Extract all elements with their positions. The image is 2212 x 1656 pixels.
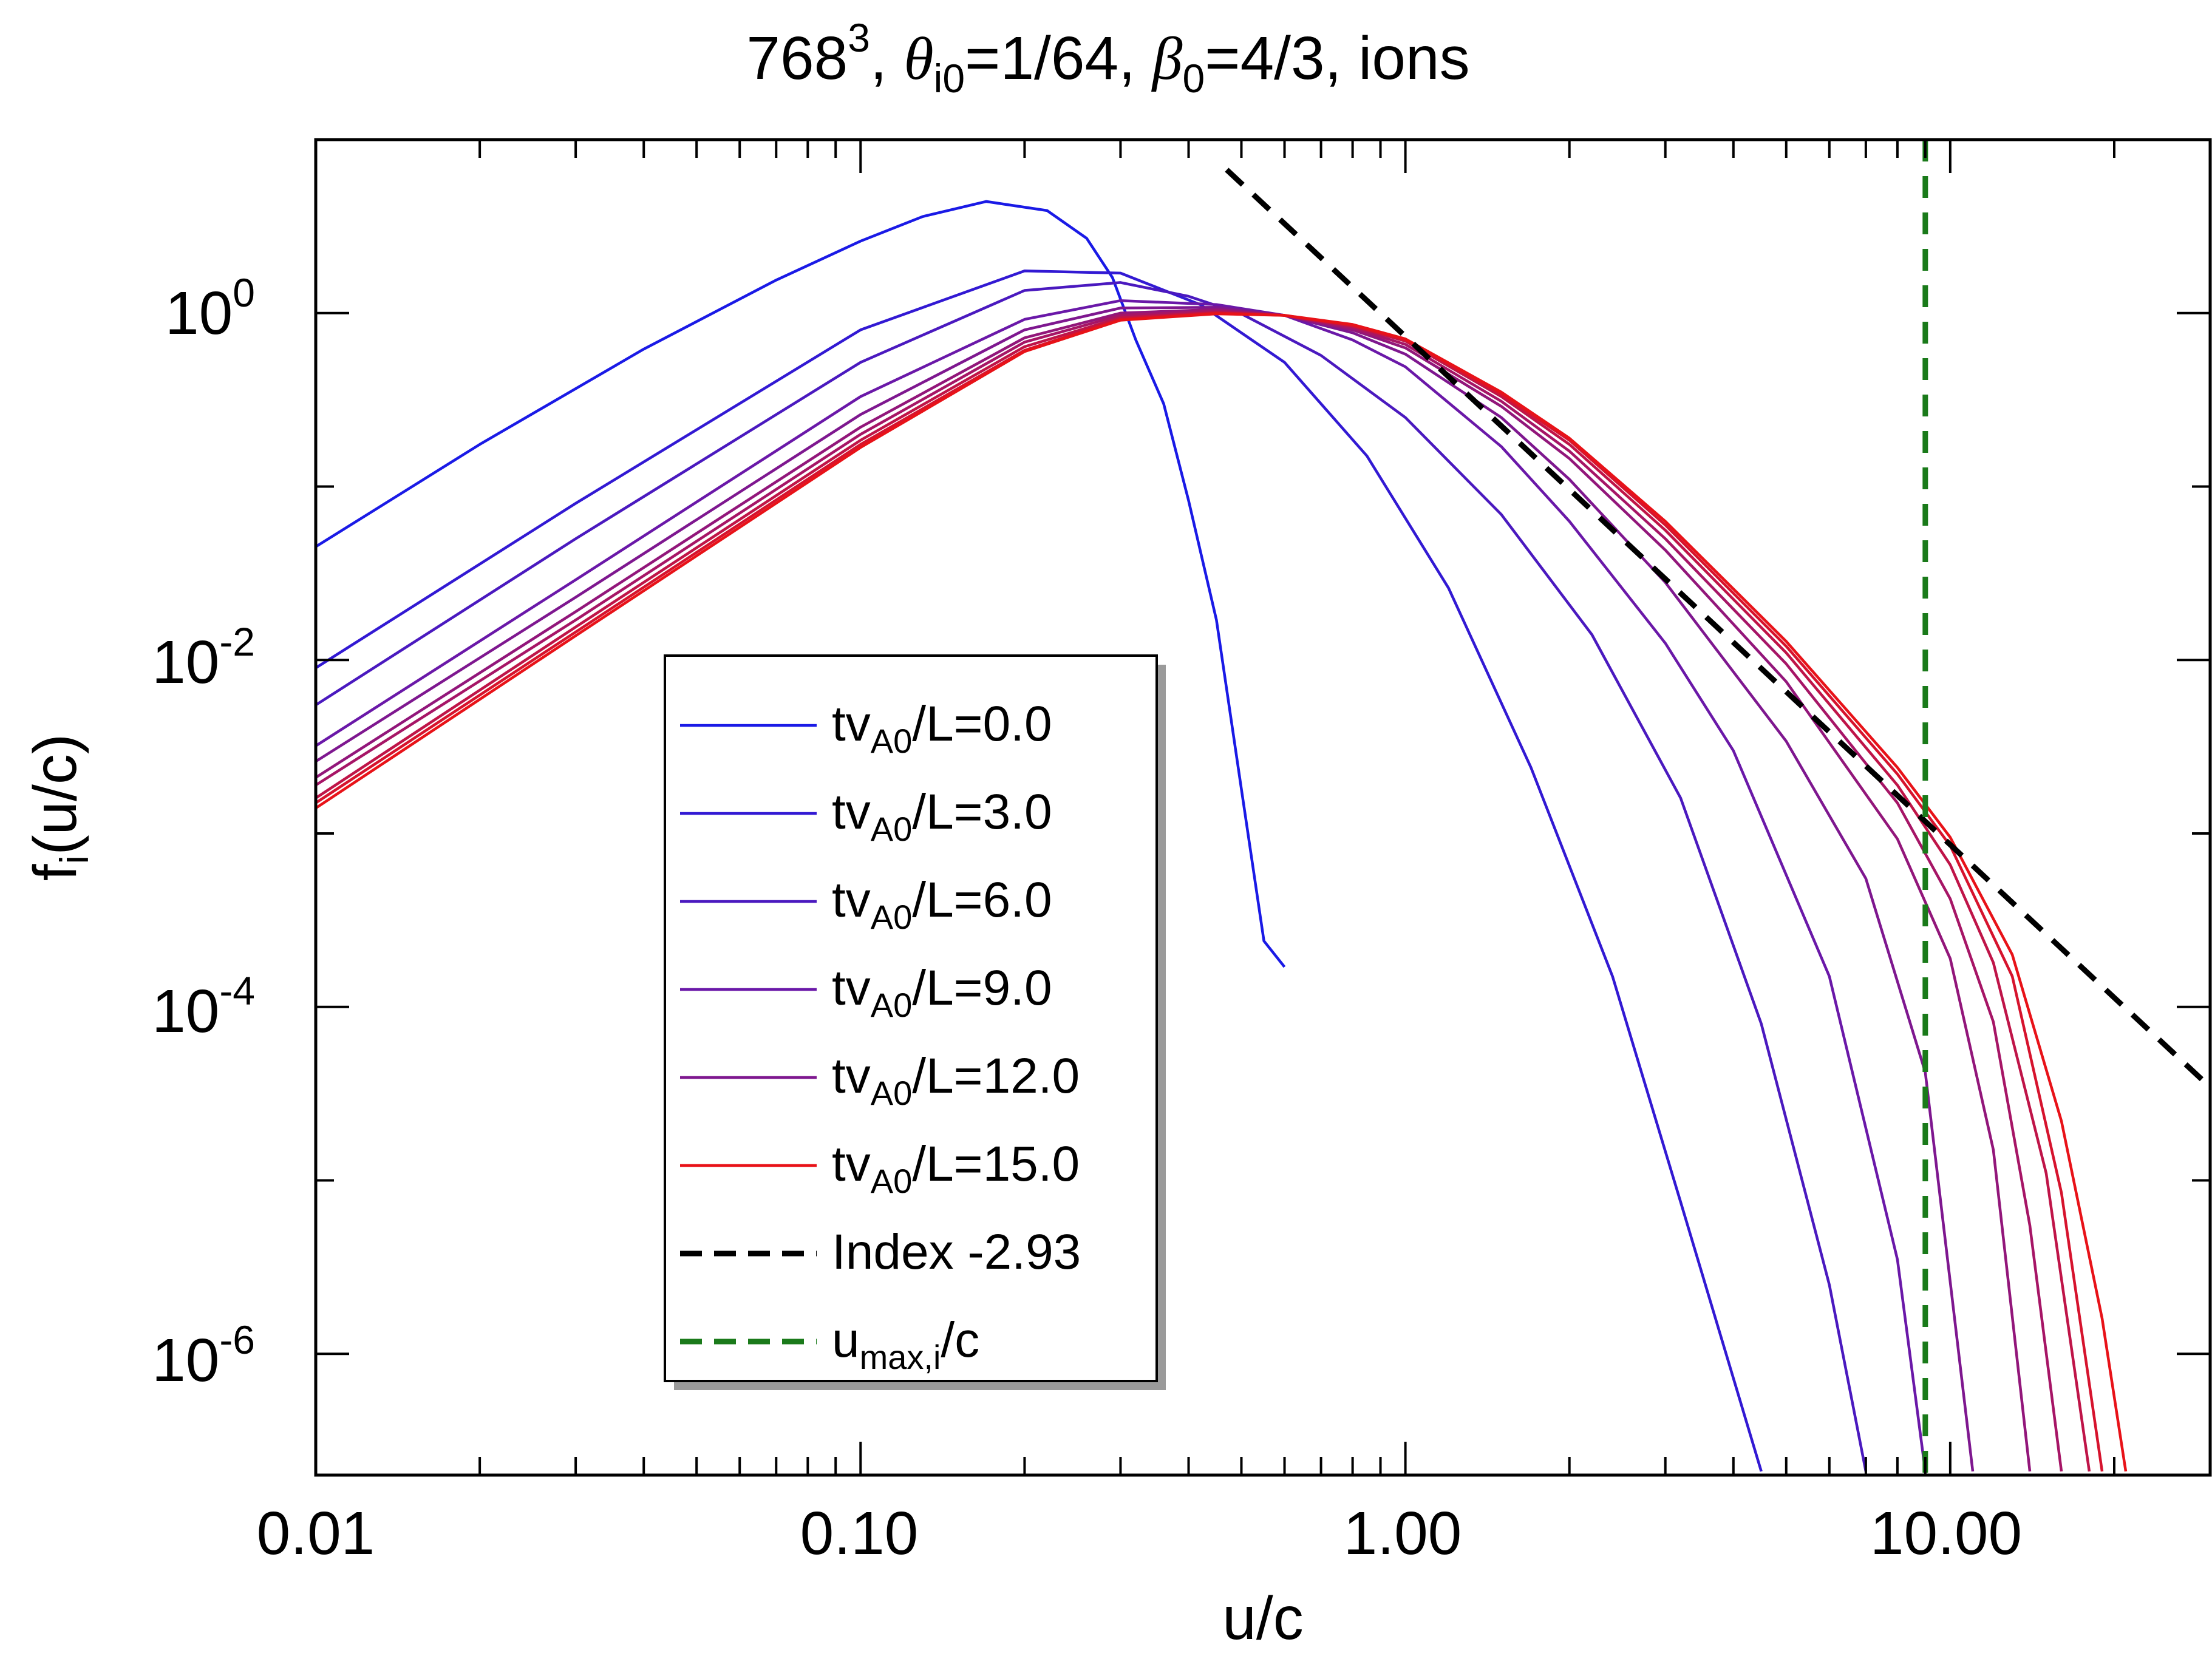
y-tick-label-3: 10-6: [152, 1317, 255, 1394]
y-tick-label-0: 100: [165, 270, 255, 347]
series-layer: [316, 200, 2128, 1472]
legend-label-6: Index -2.93: [832, 1224, 1081, 1280]
title-separator: ,: [870, 24, 904, 92]
title-theta-sub: i0: [934, 56, 965, 101]
y-tick-label-2: 10-4: [152, 968, 255, 1045]
series-line-0: [316, 200, 1286, 968]
tick-marks: [315, 140, 2211, 1475]
legend-label-1: tvA0/L=3.0: [832, 784, 1052, 848]
legend-label-3: tvA0/L=9.0: [832, 960, 1052, 1024]
series-line-2: [316, 281, 1868, 1472]
legend-samples: [680, 724, 817, 1345]
y-tick-label-1: 10-2: [152, 619, 255, 696]
series-line-9: [316, 312, 2128, 1472]
title-theta-value: =1/64,: [965, 24, 1152, 92]
series-line-3: [316, 299, 1927, 1472]
series-line-1: [316, 270, 1763, 1472]
chart-title: 7683, θi0=1/64, β0=4/3, ions: [746, 15, 1469, 101]
x-tick-labels: 0.01 0.10 1.00 10.00: [257, 1499, 2022, 1567]
x-tick-label-0: 0.01: [257, 1499, 375, 1567]
index-reference-line: [1225, 168, 2210, 1090]
legend: tvA0/L=0.0 tvA0/L=3.0 tvA0/L=6.0 tvA0/L=…: [664, 654, 1166, 1390]
y-axis-label: fi(u/c): [21, 734, 97, 881]
legend-label-4: tvA0/L=12.0: [832, 1048, 1080, 1112]
series-line-6: [316, 309, 2063, 1472]
x-axis-label: u/c: [1222, 1584, 1303, 1652]
legend-label-7: umax,i/c: [832, 1312, 979, 1376]
y-tick-labels: 100 10-2 10-4 10-6: [152, 270, 255, 1394]
plot-frame: [314, 138, 2212, 1477]
legend-label-0: tvA0/L=0.0: [832, 696, 1052, 760]
x-tick-label-1: 0.10: [800, 1499, 919, 1567]
title-beta-value: =4/3, ions: [1205, 24, 1469, 92]
legend-label-5: tvA0/L=15.0: [832, 1136, 1080, 1200]
series-line-7: [316, 311, 2091, 1472]
legend-box: [664, 654, 1158, 1382]
title-base: 768: [746, 24, 848, 92]
x-tick-label-2: 1.00: [1344, 1499, 1462, 1567]
series-line-5: [316, 308, 2032, 1472]
x-tick-label-3: 10.00: [1870, 1499, 2022, 1567]
legend-label-2: tvA0/L=6.0: [832, 872, 1052, 936]
title-beta: β: [1151, 25, 1183, 92]
title-theta: θ: [904, 25, 934, 92]
title-exponent: 3: [848, 15, 870, 60]
reference-lines: [1225, 140, 2210, 1475]
series-line-4: [316, 305, 1975, 1472]
title-beta-sub: 0: [1182, 56, 1205, 101]
